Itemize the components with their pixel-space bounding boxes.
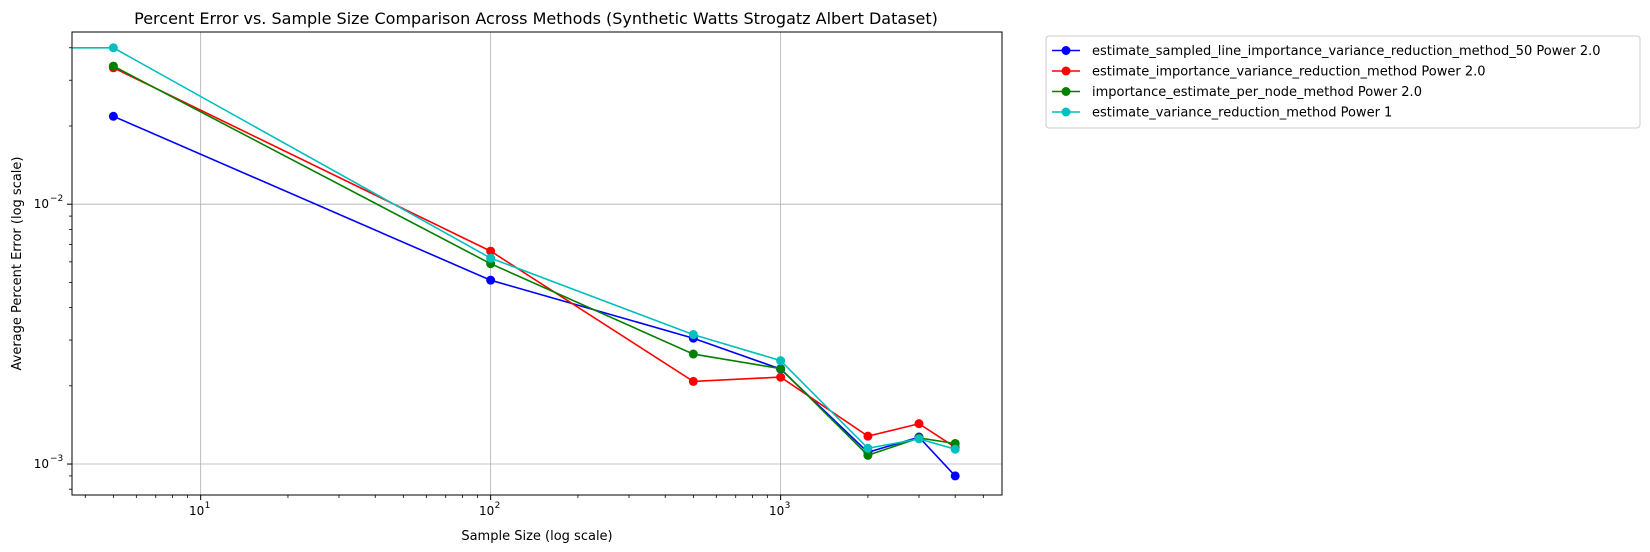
y-tick-label: 10 [34,457,49,471]
x-axis-label: Sample Size (log scale) [461,529,612,544]
legend-entry: estimate_variance_reduction_method Power… [1052,106,1392,121]
series-3 [108,61,960,460]
legend-marker [1061,46,1071,55]
data-point [776,356,786,366]
x-tick-exponent: 1 [205,501,211,511]
x-tick-exponent: 3 [785,501,791,511]
data-point [950,444,960,454]
y-tick-label: 10 [34,197,49,211]
data-point [486,275,496,285]
x-tick-exponent: 2 [495,501,501,511]
legend-entry: estimate_sampled_line_importance_varianc… [1052,44,1601,59]
y-axis-label: Average Percent Error (log scale) [10,157,25,371]
axis-ticks: 10 1 10 2 10 310 −210 −3 [34,47,984,518]
legend-label: estimate_importance_variance_reduction_m… [1092,65,1486,80]
data-point [776,364,786,374]
data-point [914,419,924,429]
series-1 [108,111,960,481]
data-point [108,111,118,121]
data-point [863,431,873,441]
series-line [113,67,956,448]
legend-entry: importance_estimate_per_node_method Powe… [1052,85,1422,100]
legend-entry: estimate_importance_variance_reduction_m… [1052,65,1486,80]
x-tick-label: 10 [189,504,204,518]
legend-marker [1061,66,1071,76]
legend-label: importance_estimate_per_node_method Powe… [1092,85,1422,100]
plot-series [72,43,960,481]
data-point [776,372,786,382]
data-point [950,471,960,481]
legend-box [1045,35,1641,129]
data-point [486,253,496,263]
series-line [72,46,956,450]
data-point [108,61,118,71]
data-point [688,376,698,386]
data-point [486,246,496,256]
data-point [108,43,118,53]
chart-title: Percent Error vs. Sample Size Comparison… [134,9,938,28]
grid-lines [72,32,1002,495]
data-point [914,434,924,444]
series-2 [108,63,960,452]
legend-label: estimate_variance_reduction_method Power… [1092,106,1392,121]
plot-frame [71,31,1003,496]
legend-marker [1061,107,1071,117]
series-line [113,115,956,477]
y-tick-exponent: −3 [50,454,63,464]
data-point [863,443,873,453]
y-tick-exponent: −2 [50,194,63,204]
series-line [113,65,956,457]
data-point [688,330,698,340]
data-point [863,450,873,460]
x-tick-label: 10 [769,504,784,518]
legend-label: estimate_sampled_line_importance_varianc… [1092,44,1601,59]
legend-marker [1061,87,1071,96]
data-point [688,349,698,359]
x-tick-label: 10 [479,504,494,518]
series-4 [72,43,960,454]
legend: estimate_sampled_line_importance_varianc… [1045,35,1641,129]
